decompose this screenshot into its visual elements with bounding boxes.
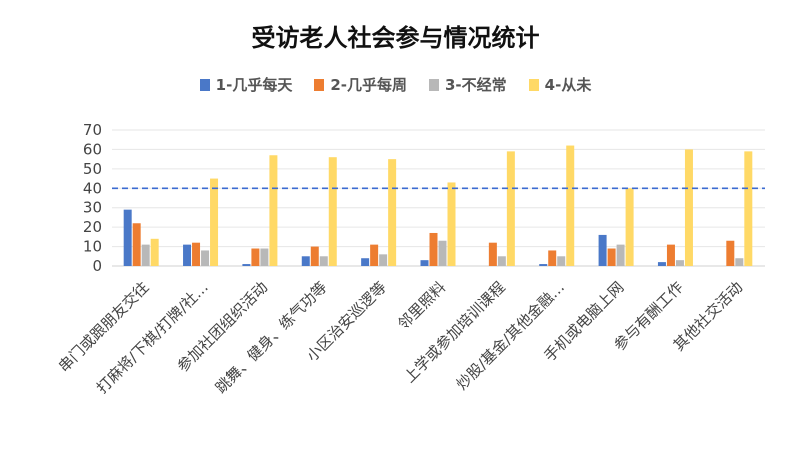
bar xyxy=(438,240,447,266)
bar xyxy=(684,149,693,266)
legend-label: 2-几乎每周 xyxy=(330,76,407,94)
x-category-label: 炒股/基金/其他金融… xyxy=(453,278,568,393)
bar xyxy=(192,242,201,266)
bar xyxy=(361,258,370,266)
y-tick-label: 40 xyxy=(83,179,102,197)
bar xyxy=(557,256,566,266)
bar xyxy=(539,264,548,266)
legend-item: 2-几乎每周 xyxy=(314,74,407,95)
bar xyxy=(420,260,429,266)
bar xyxy=(210,178,219,266)
legend-item: 4-从未 xyxy=(528,74,592,95)
x-category-label: 邻里照料 xyxy=(394,278,449,333)
y-tick-label: 30 xyxy=(83,199,102,217)
bar xyxy=(488,242,497,266)
y-tick-label: 50 xyxy=(83,160,102,178)
legend-item: 3-不经常 xyxy=(429,74,507,95)
legend-swatch xyxy=(429,78,439,91)
chart-title: 受访老人社会参与情况统计 xyxy=(251,24,540,52)
bar xyxy=(328,157,337,266)
legend-label: 4-从未 xyxy=(544,76,592,94)
bar xyxy=(598,234,607,266)
bar xyxy=(269,155,278,266)
y-tick-label: 10 xyxy=(83,238,102,256)
bar xyxy=(201,250,210,266)
legend-swatch xyxy=(199,78,210,91)
bar xyxy=(251,248,260,266)
y-tick-label: 60 xyxy=(83,140,102,158)
legend-label: 3-不经常 xyxy=(445,76,507,94)
x-category-label: 上学或参加培训课程 xyxy=(400,278,508,386)
bar xyxy=(319,256,328,266)
bar xyxy=(506,151,515,266)
bar xyxy=(726,240,735,266)
y-tick-label: 0 xyxy=(92,257,102,275)
bar xyxy=(566,145,575,266)
bar xyxy=(123,209,132,266)
y-tick-label: 70 xyxy=(83,121,102,139)
bar xyxy=(616,244,625,266)
bar xyxy=(150,238,159,266)
bar xyxy=(260,248,269,266)
bar xyxy=(607,248,616,266)
bar xyxy=(548,250,557,266)
bar xyxy=(675,260,684,266)
bar xyxy=(744,151,753,266)
bar xyxy=(447,182,456,266)
bar xyxy=(132,223,141,266)
bar xyxy=(666,244,675,266)
legend-label: 1-几乎每天 xyxy=(215,76,293,94)
bar xyxy=(497,256,506,266)
x-category-label: 跳舞、健身、练气功等 xyxy=(212,278,331,397)
bar xyxy=(310,246,319,266)
bar xyxy=(242,264,251,266)
legend-item: 1-几乎每天 xyxy=(199,74,293,95)
legend-swatch xyxy=(528,78,539,91)
bar xyxy=(657,262,666,266)
chart-legend: 1-几乎每天 2-几乎每周 3-不经常 4-从未 xyxy=(0,74,791,95)
bar xyxy=(735,258,744,266)
bar xyxy=(379,254,388,266)
y-tick-label: 20 xyxy=(83,218,102,236)
bar xyxy=(370,244,379,266)
bar xyxy=(141,244,150,266)
bar xyxy=(301,256,310,266)
bar xyxy=(625,188,634,266)
bar xyxy=(429,232,438,266)
x-category-label: 打麻将/下棋/打牌/社… xyxy=(93,278,212,397)
legend-swatch xyxy=(314,78,325,91)
bar xyxy=(388,159,397,266)
bar xyxy=(183,244,192,266)
